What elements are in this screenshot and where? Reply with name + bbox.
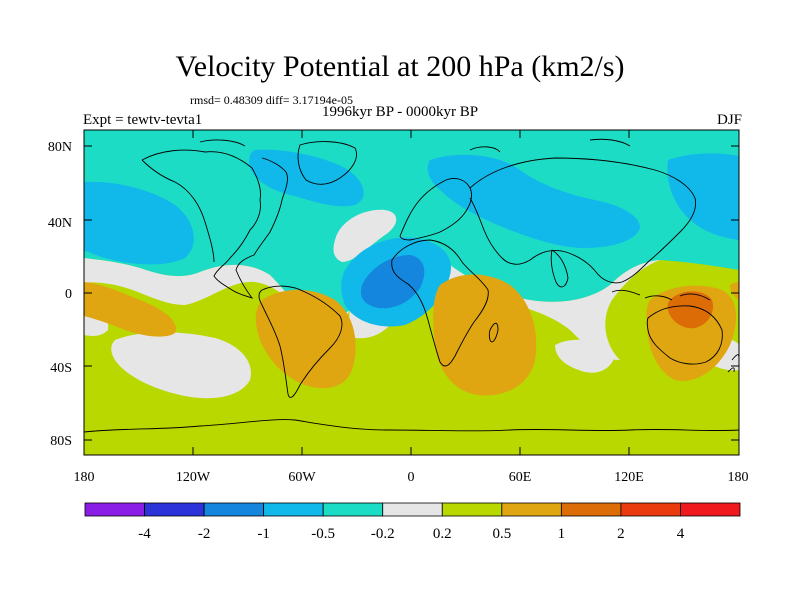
lat-label-40s: 40S [50, 361, 72, 376]
field-orange-east-pacific [84, 282, 176, 337]
field-band-north-cyan [84, 130, 739, 322]
coast-madagascar [488, 322, 499, 343]
lon-label-120e: 120E [614, 470, 644, 485]
colorbar-box-2 [203, 502, 265, 517]
field-orange-south-america [255, 289, 356, 389]
coast-india [550, 249, 569, 288]
lat-label-80s: 80S [50, 434, 72, 449]
lat-label-40n: 40N [47, 216, 72, 231]
colorbar-label-2: -1 [257, 526, 270, 542]
field-blue-north-pacific-east [667, 153, 739, 240]
contour-field [84, 130, 739, 455]
coast-greenland [297, 141, 357, 185]
colorbar-box-3 [263, 502, 324, 517]
colorbar-box-9 [620, 502, 681, 517]
colorbar-box-5 [382, 502, 443, 517]
coast-antarctica [84, 419, 739, 433]
field-dark-orange-core [667, 291, 714, 329]
field-neutral-atlantic [333, 209, 397, 262]
colorbar-box-0 [84, 502, 145, 517]
coast-arctic-islands [199, 138, 631, 153]
map-title: Velocity Potential at 200 hPa (km2/s) [175, 50, 625, 83]
coast-south-america [258, 285, 343, 398]
experiment-label: Expt = tewtv-tevta1 [83, 112, 203, 128]
colorbar-box-4 [322, 502, 384, 517]
colorbar-box-10 [680, 502, 741, 517]
colorbar-box-1 [144, 502, 205, 517]
period-label: 1996kyr BP - 0000kyr BP [321, 104, 479, 120]
colorbar-box-8 [560, 502, 622, 517]
lon-label-120w: 120W [175, 470, 211, 485]
season-label: DJF [716, 112, 742, 128]
axis-ticks [84, 130, 739, 455]
field-orange-east-pacific-right [730, 282, 739, 300]
coast-indonesia [611, 289, 711, 301]
colorbar-label-4: -0.2 [371, 526, 395, 542]
colorbar-label-3: -0.5 [311, 526, 335, 542]
field-neutral-south-indian [555, 339, 615, 373]
colorbar-box-6 [441, 502, 503, 517]
lat-label-0: 0 [65, 287, 72, 302]
colorbar-label-5: 0.2 [433, 526, 452, 542]
colorbar: -4 -2 -1 -0.5 -0.2 0.2 0.5 1 2 4 [84, 502, 741, 542]
lon-label-180w: 180 [73, 470, 95, 485]
stats-text: rmsd= 0.48309 diff= 3.17194e-05 [190, 93, 353, 107]
colorbar-label-6: 0.5 [492, 526, 511, 542]
lat-label-80n: 80N [47, 140, 72, 155]
field-band-neutral-north [84, 258, 350, 322]
colorbar-label-1: -2 [198, 526, 211, 542]
field-blue-asia [427, 154, 640, 248]
colorbar-label-0: -4 [138, 526, 151, 542]
field-blue-pacific-nw [84, 181, 194, 265]
colorbar-label-7: 1 [558, 526, 566, 542]
field-blue-north-atlantic [249, 149, 364, 207]
lon-label-60w: 60W [288, 470, 316, 485]
coast-north-america [141, 149, 288, 299]
colorbar-label-9: 4 [677, 526, 685, 542]
coast-asia [469, 157, 697, 284]
field-neutral-south-pacific [111, 332, 251, 399]
coast-africa [391, 239, 489, 367]
colorbar-label-8: 2 [617, 526, 625, 542]
lon-label-180e: 180 [727, 470, 749, 485]
lon-label-60e: 60E [508, 470, 532, 485]
colorbar-box-7 [501, 502, 562, 517]
field-blue-core [360, 255, 425, 309]
coast-australia [646, 305, 723, 365]
field-orange-south-africa [433, 274, 537, 396]
coast-europe [399, 177, 473, 241]
lon-label-0: 0 [407, 470, 415, 485]
coastlines [84, 138, 739, 433]
